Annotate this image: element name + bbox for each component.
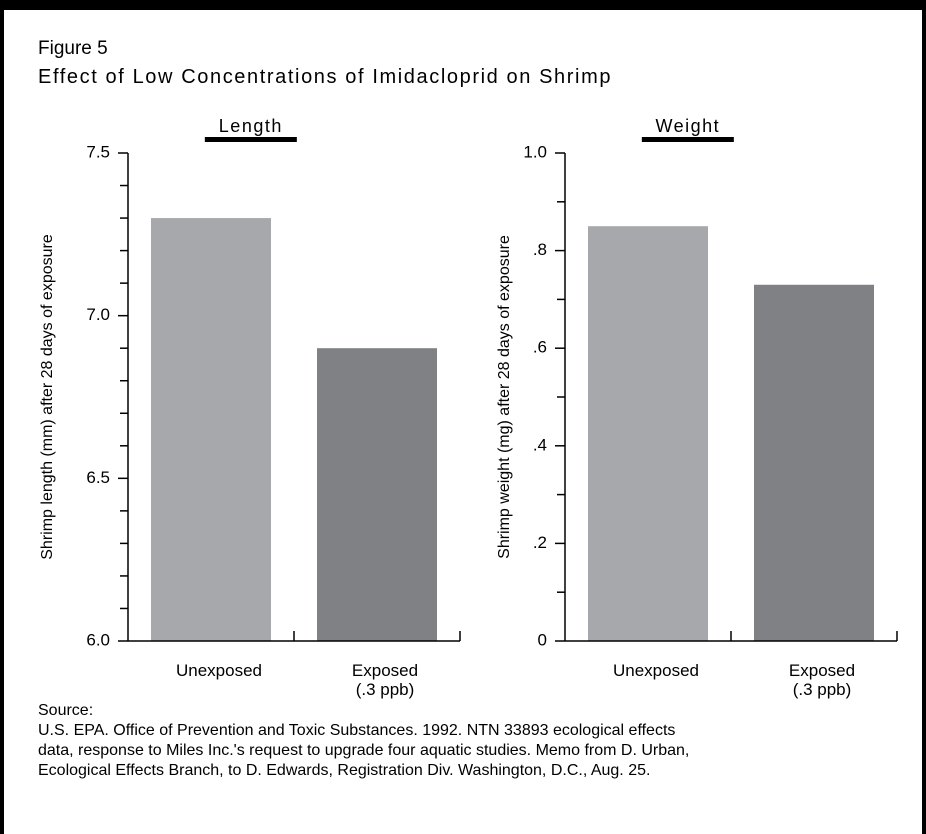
y-tick-label: .8 (533, 240, 547, 259)
chart-title: Effect of Low Concentrations of Imidaclo… (38, 66, 613, 88)
bar (588, 226, 708, 641)
y-tick-label: .2 (533, 533, 547, 552)
y-tick-label: 1.0 (523, 142, 547, 161)
y-tick-label: 0 (538, 630, 547, 649)
y-tick-label: 6.5 (86, 468, 110, 487)
x-tick-label: Unexposed (175, 661, 262, 680)
source-line: data, response to Miles Inc.'s request t… (38, 742, 690, 759)
bar (317, 348, 437, 641)
x-tick-label: Unexposed (612, 661, 699, 680)
y-tick-label: .6 (533, 338, 547, 357)
figure-label: Figure 5 (38, 38, 108, 59)
subtitle-underline (204, 137, 297, 142)
bar (754, 284, 874, 641)
x-tick-label: Exposed (.3 ppb) (351, 661, 419, 699)
source-label: Source: (38, 702, 94, 719)
y-tick-label: 7.5 (86, 142, 110, 161)
x-tick-label: Exposed (.3 ppb) (788, 661, 856, 699)
subplot-title: Weight (655, 116, 720, 136)
source-line: U.S. EPA. Office of Prevention and Toxic… (38, 722, 676, 739)
subtitle-underline (641, 137, 734, 142)
y-tick-label: .4 (533, 435, 547, 454)
bar (151, 218, 271, 642)
y-axis-label: Shrimp length (mm) after 28 days of expo… (39, 234, 56, 560)
y-axis-label: Shrimp weight (mg) after 28 days of expo… (496, 235, 513, 559)
y-tick-label: 7.0 (86, 305, 110, 324)
y-tick-label: 6.0 (86, 630, 110, 649)
source-line: Ecological Effects Branch, to D. Edwards… (38, 762, 651, 779)
subplot-title: Length (219, 116, 283, 136)
